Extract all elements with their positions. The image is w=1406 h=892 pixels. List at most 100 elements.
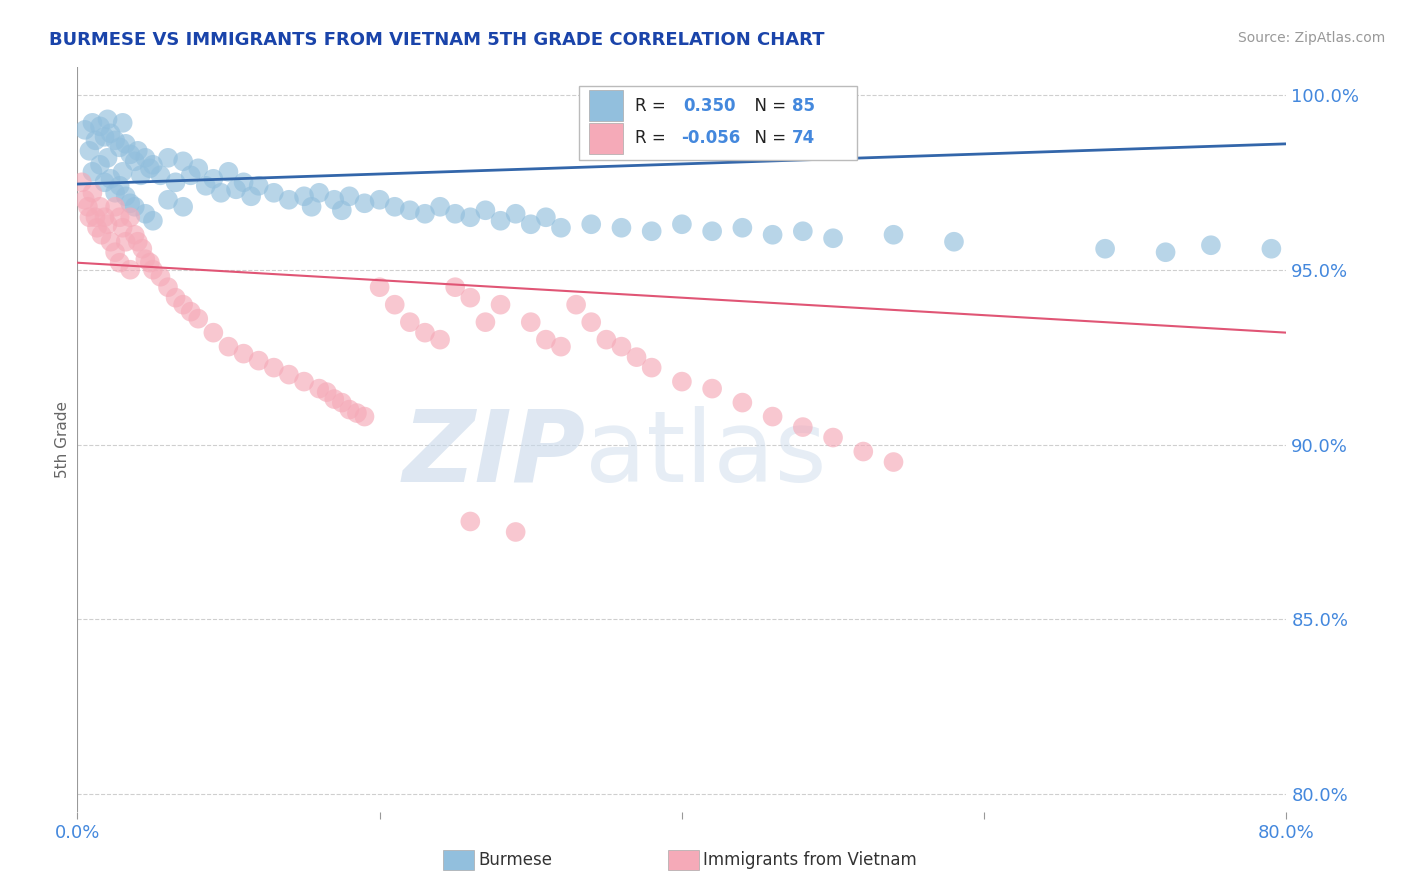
Point [180,169,202,183]
Point [308,186,330,200]
Point [90,227,112,242]
Point [731,220,754,235]
Point [520,315,543,329]
Point [240,189,263,203]
Point [413,207,436,221]
Point [550,220,572,235]
Point [581,315,603,329]
Point [180,304,202,318]
Point [384,298,406,312]
Point [762,409,785,424]
Point [671,217,693,231]
Point [610,340,633,354]
Point [108,140,131,154]
Point [883,455,905,469]
Point [368,193,391,207]
Point [84,133,107,147]
Point [86,220,108,235]
Point [247,178,270,193]
Point [489,213,512,227]
Point [278,368,301,382]
Point [202,326,225,340]
Text: atlas: atlas [585,406,827,503]
FancyBboxPatch shape [579,86,858,160]
Point [104,186,127,200]
Point [157,151,180,165]
Point [731,395,754,409]
Point [209,186,232,200]
Point [458,515,481,529]
Point [79,211,101,225]
Point [134,252,156,267]
Text: ZIP: ZIP [402,406,585,503]
Point [120,147,142,161]
Point [172,200,194,214]
Point [165,291,187,305]
Point [114,189,136,203]
Point [474,315,496,329]
Text: 0.350: 0.350 [683,96,735,115]
Point [641,360,664,375]
Point [263,186,285,200]
Text: 85: 85 [792,96,815,115]
Point [96,151,118,165]
Point [852,444,875,458]
Point [187,161,209,176]
Point [1154,245,1177,260]
Point [792,420,814,434]
Point [120,262,142,277]
Point [82,116,104,130]
Point [458,211,481,225]
Point [149,269,172,284]
Point [520,217,543,231]
Point [96,217,118,231]
Text: Immigrants from Vietnam: Immigrants from Vietnam [703,851,917,869]
Point [610,220,633,235]
Point [187,311,209,326]
Point [202,171,225,186]
Point [73,123,96,137]
Point [323,392,346,406]
Point [671,375,693,389]
Point [139,256,162,270]
Point [247,353,270,368]
Point [232,175,254,189]
Point [124,154,146,169]
Point [100,235,122,249]
Point [353,409,375,424]
Text: BURMESE VS IMMIGRANTS FROM VIETNAM 5TH GRADE CORRELATION CHART: BURMESE VS IMMIGRANTS FROM VIETNAM 5TH G… [49,31,825,49]
Point [1094,242,1116,256]
Point [534,211,557,225]
Point [702,382,724,396]
Point [353,196,375,211]
Point [581,217,603,231]
Point [232,346,254,360]
Point [93,175,115,189]
Point [346,406,368,420]
Point [194,178,217,193]
Point [330,395,353,409]
Point [100,126,122,140]
Point [127,144,149,158]
Text: -0.056: -0.056 [681,129,740,147]
Point [93,129,115,144]
Point [489,298,512,312]
Point [165,175,187,189]
Point [292,189,315,203]
Point [444,280,467,294]
Text: N =: N = [744,96,792,115]
Point [792,224,814,238]
Point [139,161,162,176]
Point [278,193,301,207]
Point [595,333,617,347]
Point [96,112,118,127]
Point [330,203,353,218]
Point [337,402,360,417]
Point [70,175,93,189]
Point [131,242,153,256]
Text: Source: ZipAtlas.com: Source: ZipAtlas.com [1237,31,1385,45]
Text: Burmese: Burmese [478,851,553,869]
Point [337,189,360,203]
Point [413,326,436,340]
Point [120,196,142,211]
